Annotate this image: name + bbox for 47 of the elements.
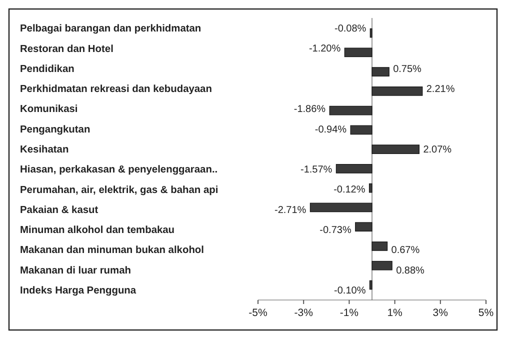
y-tick-label: Minuman alkohol dan tembakau [20, 225, 175, 236]
bar [310, 202, 372, 212]
bar [329, 106, 372, 116]
y-tick-label: Makanan dan minuman bukan alkohol [20, 245, 204, 256]
bar [372, 260, 392, 270]
x-tick-label: 3% [432, 307, 448, 319]
bar [336, 164, 372, 174]
x-tick-label: -5% [248, 307, 268, 319]
y-tick-label: Pendidikan [20, 64, 74, 75]
data-label: -0.10% [334, 285, 366, 296]
y-tick-label: Restoran dan Hotel [20, 44, 114, 55]
bar [350, 125, 372, 135]
x-tick-label: -1% [340, 307, 359, 319]
data-label: -0.08% [334, 24, 366, 35]
y-tick-label: Hiasan, perkakasan & penyelenggaraan.. [20, 164, 218, 176]
y-tick-label: Pengangkutan [20, 124, 90, 136]
y-tick-label: Indeks Harga Pengguna [20, 286, 136, 296]
data-label: 0.67% [391, 245, 420, 256]
bar [372, 67, 390, 76]
bar [355, 222, 372, 232]
bar [372, 144, 420, 154]
y-tick-label: Kesihatan [20, 144, 69, 156]
x-tick-label: 5% [478, 307, 494, 319]
data-label: -2.71% [274, 204, 306, 216]
y-tick-label: Perkhidmatan rekreasi dan kebudayaan [20, 84, 212, 96]
y-tick-label: Komunikasi [20, 104, 78, 116]
data-label: 2.21% [426, 84, 455, 95]
data-label: -1.86% [294, 104, 326, 116]
y-tick-label: Makanan di luar rumah [20, 265, 131, 276]
data-label: 2.07% [423, 144, 452, 156]
bar [372, 86, 423, 96]
bar [372, 242, 388, 251]
bar [344, 48, 372, 58]
data-label: -1.20% [308, 44, 341, 55]
x-tick-label: 1% [387, 307, 402, 319]
data-label: -0.94% [314, 124, 347, 136]
y-tick-label: Perumahan, air, elektrik, gas & bahan api [20, 184, 218, 196]
data-label: 0.88% [396, 265, 425, 276]
y-tick-label: Pelbagai barangan dan perkhidmatan [20, 24, 202, 35]
y-tick-label: Pakaian & kasut [20, 204, 99, 216]
data-label: -1.57% [300, 164, 332, 176]
data-label: -0.12% [334, 184, 366, 196]
bar [368, 183, 372, 193]
data-label: -0.73% [320, 225, 352, 236]
data-label: 0.75% [393, 64, 422, 75]
bar [369, 280, 372, 290]
x-tick-label: -3% [294, 307, 313, 319]
